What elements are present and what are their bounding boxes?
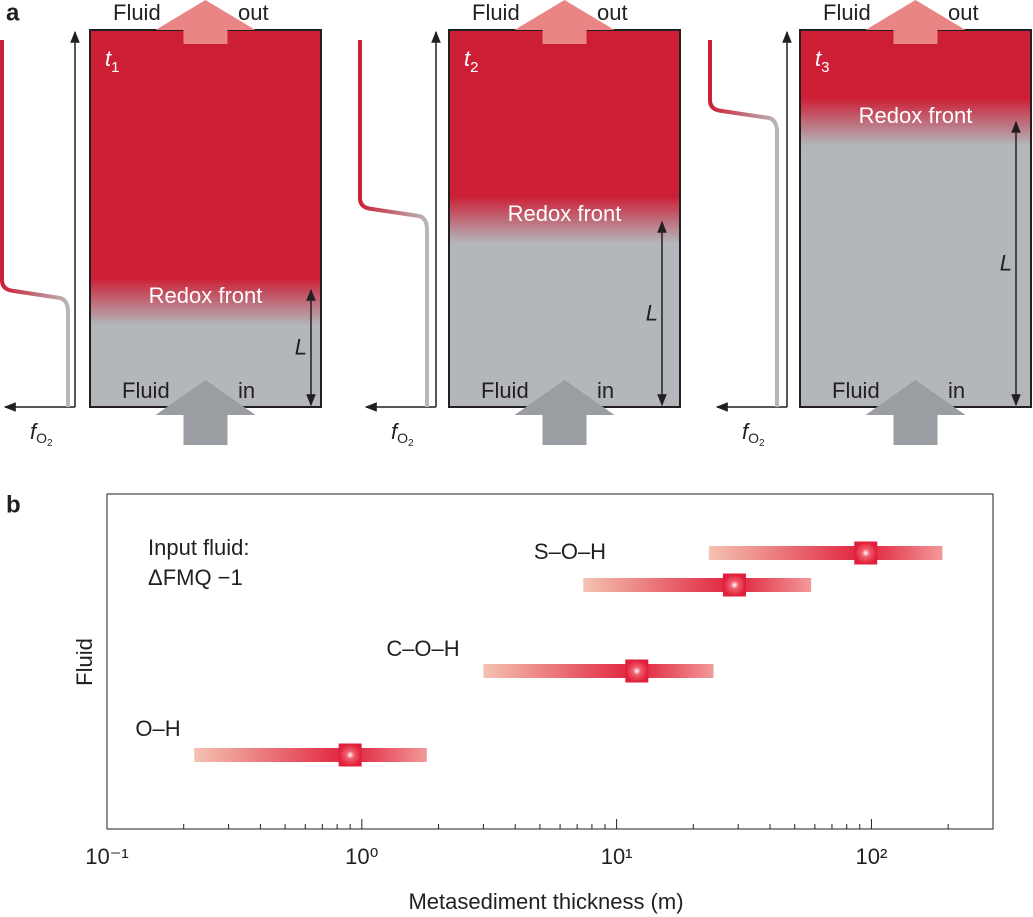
range-bar-high (865, 546, 943, 560)
range-bar-low (583, 578, 735, 592)
fluid-out-arrow (155, 0, 256, 44)
panel-label: b (6, 491, 21, 518)
fluid-in-label: in (238, 378, 255, 403)
fo2-subscript: O (397, 430, 408, 446)
x-tick-label: 10¹ (601, 844, 633, 869)
time-label: t2 (464, 46, 478, 76)
redox-front-label: Redox front (149, 283, 263, 308)
profile-curve (358, 40, 429, 407)
fo2-subscript: 2 (408, 438, 414, 449)
fo2-symbol: f (30, 419, 39, 444)
fluid-out-label: out (948, 0, 979, 25)
fo2-subscript: O (36, 430, 47, 446)
annotation: Input fluid: (148, 535, 250, 560)
fluid-in-arrow (514, 380, 615, 445)
fluid-out-arrow (865, 0, 966, 44)
range-bar-low (483, 664, 637, 678)
point-marker (338, 743, 362, 767)
length-label: L (646, 300, 658, 325)
panel-label: a (6, 0, 20, 26)
point-marker (625, 659, 649, 683)
profile-axis-label: fO2 (742, 419, 765, 449)
series-label: S–O–H (534, 539, 606, 564)
column-box (89, 29, 322, 408)
x-tick-label: 10⁰ (345, 844, 378, 869)
x-tick-label: 10² (856, 844, 888, 869)
x-axis-label: Metasediment thickness (m) (408, 889, 683, 914)
series-label: O–H (135, 716, 180, 741)
fluid-in-label: Fluid (832, 378, 880, 403)
range-bar-low (708, 546, 866, 560)
column-box (448, 29, 681, 408)
range-bar-low (194, 748, 351, 762)
time-symbol: t (815, 46, 822, 71)
profile-curve (708, 40, 779, 407)
fluid-in-label: in (948, 378, 965, 403)
point-marker (722, 573, 746, 597)
time-label: t1 (105, 46, 119, 76)
profile-axis-label: fO2 (30, 419, 53, 449)
redox-front-label: Redox front (859, 103, 973, 128)
profile-curve (0, 40, 70, 407)
fluid-in-arrow (865, 380, 966, 445)
fo2-symbol: f (742, 419, 751, 444)
length-label: L (1000, 250, 1012, 275)
fluid-out-arrow (514, 0, 615, 44)
fluid-in-arrow (155, 380, 256, 445)
time-subscript: 3 (821, 59, 829, 76)
x-tick-label: 10⁻¹ (85, 844, 128, 869)
fluid-in-label: Fluid (122, 378, 170, 403)
time-subscript: 1 (111, 59, 119, 76)
range-bar-high (636, 664, 714, 678)
fluid-out-label: Fluid (472, 0, 520, 25)
fluid-out-label: Fluid (823, 0, 871, 25)
annotation: ΔFMQ −1 (148, 565, 243, 590)
series-label: C–O–H (386, 636, 459, 661)
redox-front-label: Redox front (508, 201, 622, 226)
point-marker (854, 541, 878, 565)
fluid-out-label: out (597, 0, 628, 25)
profile-axis-label: fO2 (391, 419, 414, 449)
fluid-out-label: out (238, 0, 269, 25)
time-label: t3 (815, 46, 829, 76)
fluid-in-label: Fluid (481, 378, 529, 403)
fo2-subscript: 2 (759, 438, 765, 449)
plot-frame (106, 493, 994, 830)
fluid-out-label: Fluid (113, 0, 161, 25)
fo2-subscript: 2 (47, 438, 53, 449)
range-bar-high (734, 578, 812, 592)
length-label: L (295, 334, 307, 359)
fo2-symbol: f (391, 419, 400, 444)
y-axis-label: Fluid (72, 638, 97, 686)
time-symbol: t (105, 46, 112, 71)
time-subscript: 2 (470, 59, 478, 76)
column-box (799, 29, 1032, 408)
fo2-subscript: O (748, 430, 759, 446)
fluid-in-label: in (597, 378, 614, 403)
range-bar-high (350, 748, 427, 762)
time-symbol: t (464, 46, 471, 71)
